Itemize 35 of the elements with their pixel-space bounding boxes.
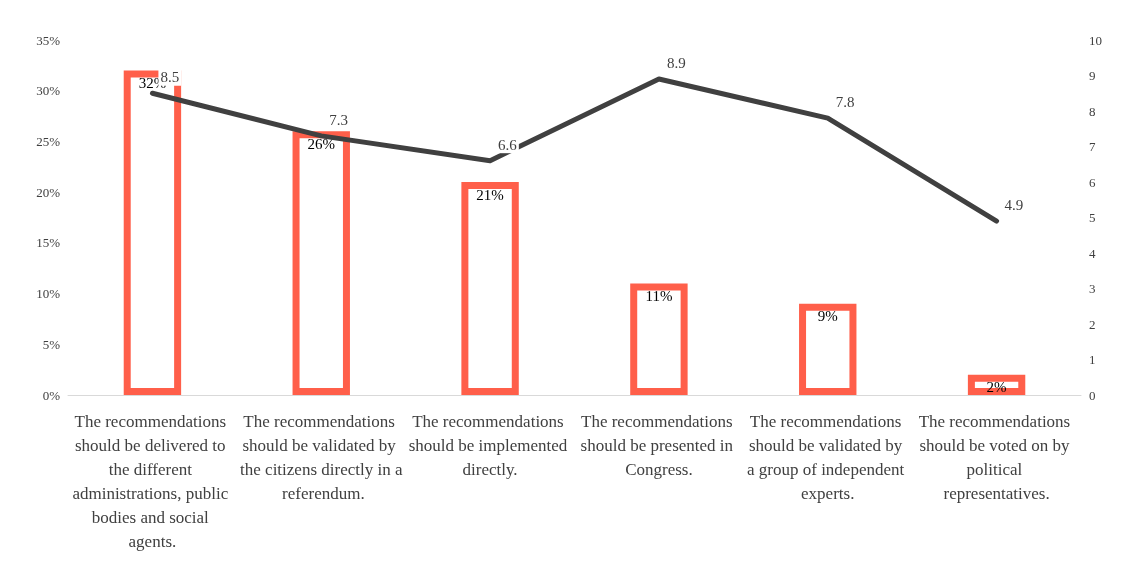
y2-tick-label: 9 [1089, 68, 1096, 83]
data-label: 8.9 [666, 55, 686, 72]
y-tick-label: 10% [36, 286, 61, 302]
data-label: 6.6 [498, 136, 518, 153]
y-tick-label: 15% [36, 235, 61, 251]
y2-tick-label: 1 [1089, 352, 1096, 367]
y2-tick-label: 5 [1089, 210, 1096, 225]
x-tick-label: The recommendations should be implemented directly. [408, 411, 572, 479]
data-label: 2% [986, 379, 1007, 396]
y-tick-label: 0% [42, 387, 61, 403]
y-tick-label: 20% [36, 184, 61, 200]
y-tick-label: 5% [42, 336, 61, 352]
y-tick-label: 25% [36, 133, 61, 149]
y2-tick-label: 2 [1089, 316, 1096, 332]
y2-tick-label: 3 [1089, 281, 1096, 296]
y2-tick-label: 7 [1089, 139, 1096, 154]
x-tick-label: The recommendations should be validated by a group of independent experts. [747, 411, 909, 503]
y-tick-label: 35% [36, 32, 61, 48]
data-label: 9% [817, 308, 838, 325]
y2-tick-label: 6 [1089, 174, 1096, 190]
y2-tick-label: 8 [1089, 103, 1096, 119]
data-label: 21% [476, 186, 504, 203]
data-label: 7.8 [835, 94, 855, 111]
x-tick-label: The recommendations should be validated by the citizens directly in a referendum. [240, 411, 403, 503]
data-label: 4.9 [1004, 197, 1024, 214]
y-tick-label: 30% [36, 83, 61, 99]
data-label: 26% [307, 135, 335, 152]
data-label: 11% [645, 287, 673, 304]
y2-tick-label: 0 [1089, 387, 1096, 403]
x-tick-label: The recommendations should be delivered to the different administrations, public bodies and social agents. [72, 411, 233, 551]
y2-tick-label: 4 [1089, 245, 1096, 261]
y2-tick-label: 10 [1089, 32, 1102, 48]
data-label: 7.3 [329, 111, 348, 128]
x-tick-label: The recommendations should be voted on by political representatives. [918, 411, 1075, 503]
x-tick-label: The recommendations should be presented in Congress. [580, 411, 738, 479]
